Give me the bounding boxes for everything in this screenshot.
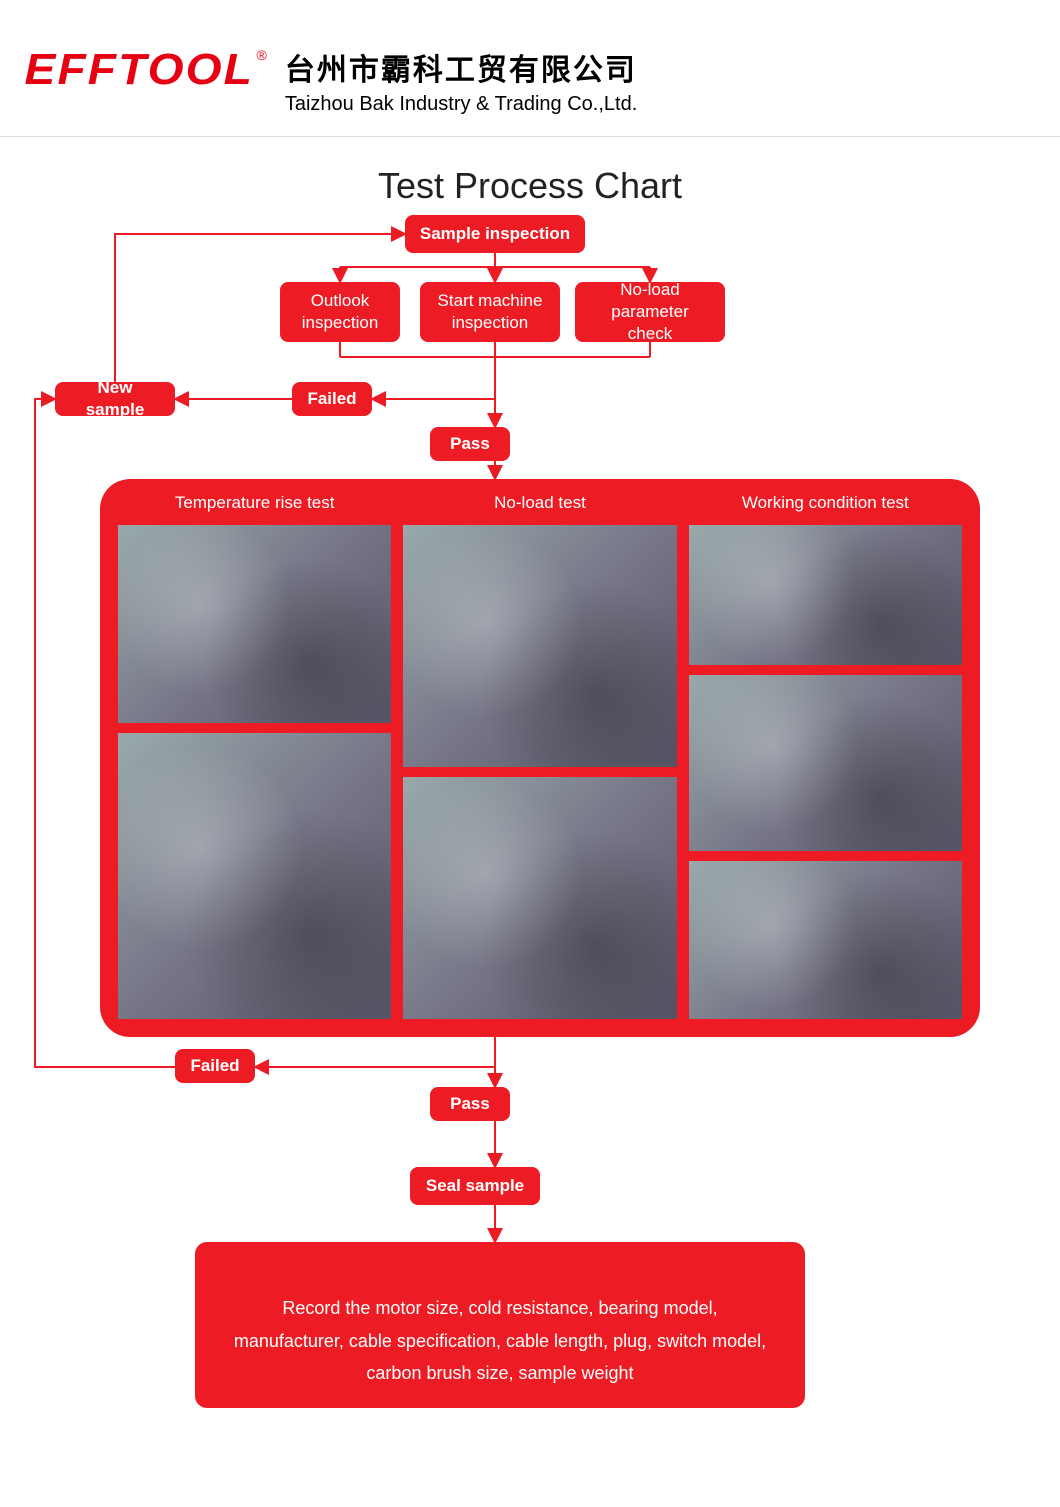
node-new-sample: New sample [55,382,175,416]
col-title: Temperature rise test [118,493,391,515]
node-label: Sample inspection [420,223,570,245]
node-failed-2: Failed [175,1049,255,1083]
node-label: Failed [190,1055,239,1077]
node-label: Seal sample [426,1175,524,1197]
node-seal-sample: Seal sample [410,1167,540,1205]
node-label: Record the motor size, cold resistance, … [234,1298,766,1383]
tests-photo-panel: Temperature rise test No-load test Worki… [100,479,980,1037]
node-outlook-inspection: Outlook inspection [280,282,400,342]
registered-mark: ® [257,47,267,63]
node-start-machine-inspection: Start machine inspection [420,282,560,342]
node-pass-2: Pass [430,1087,510,1121]
company-name-en: Taizhou Bak Industry & Trading Co.,Ltd. [285,93,637,116]
node-sample-inspection: Sample inspection [405,215,585,253]
node-label: Outlook inspection [302,290,379,334]
node-label: Pass [450,433,490,455]
col-temperature-rise: Temperature rise test [118,493,391,1019]
node-label: New sample [69,377,161,421]
node-failed-1: Failed [292,382,372,416]
col-noload-test: No-load test [403,493,676,1019]
photo-placeholder [403,525,676,767]
photo-placeholder [118,525,391,723]
photo-placeholder [689,675,962,851]
col-title: Working condition test [689,493,962,515]
photo-placeholder [689,861,962,1019]
brand-logo: EFFTOOL [25,45,254,95]
node-noload-parameter-check: No-load parameter check [575,282,725,342]
flowchart-canvas: Sample inspection Outlook inspection Sta… [0,207,1060,1507]
company-name-cn: 台州市霸科工贸有限公司 [285,45,637,89]
col-title: No-load test [403,493,676,515]
node-record-details: Record the motor size, cold resistance, … [195,1242,805,1408]
node-label: Start machine inspection [438,290,543,334]
node-pass-1: Pass [430,427,510,461]
photo-placeholder [689,525,962,665]
node-label: No-load parameter check [589,279,711,345]
node-label: Pass [450,1093,490,1115]
page-header: EFFTOOL ® 台州市霸科工贸有限公司 Taizhou Bak Indust… [0,0,1060,137]
node-label: Failed [307,388,356,410]
col-working-condition: Working condition test [689,493,962,1019]
page-title: Test Process Chart [0,165,1060,207]
photo-placeholder [403,777,676,1019]
photo-placeholder [118,733,391,1019]
